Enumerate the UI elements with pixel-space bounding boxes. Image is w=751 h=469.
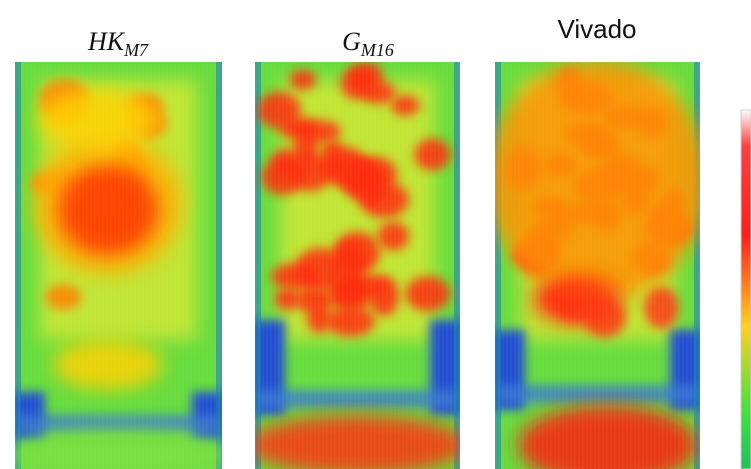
edge [495, 62, 501, 469]
hot-spot [405, 276, 450, 311]
hot-spot [334, 232, 380, 274]
hot-spot [644, 286, 679, 329]
colorbar [741, 110, 751, 469]
hot-region [38, 90, 158, 150]
heatmap [5, 62, 232, 469]
hot-spot [293, 132, 318, 166]
hot-spot [378, 222, 410, 251]
figure: HKM7 GM16 Vivado [0, 0, 751, 469]
low-region [255, 390, 460, 408]
heatmap [245, 62, 470, 469]
hot-spot [271, 263, 320, 289]
panel-title: GM16 [342, 27, 394, 60]
hot-spot [414, 139, 450, 171]
hot-region [532, 275, 622, 325]
edge [255, 62, 261, 469]
heatmap [485, 60, 710, 469]
panel-title: Vivado [557, 14, 636, 44]
heatmap-figure: HKM7 GM16 Vivado [0, 0, 751, 469]
panel-title: HKM7 [87, 27, 149, 60]
low-region [495, 385, 700, 403]
hot-spot [360, 81, 395, 104]
edge [15, 62, 21, 469]
